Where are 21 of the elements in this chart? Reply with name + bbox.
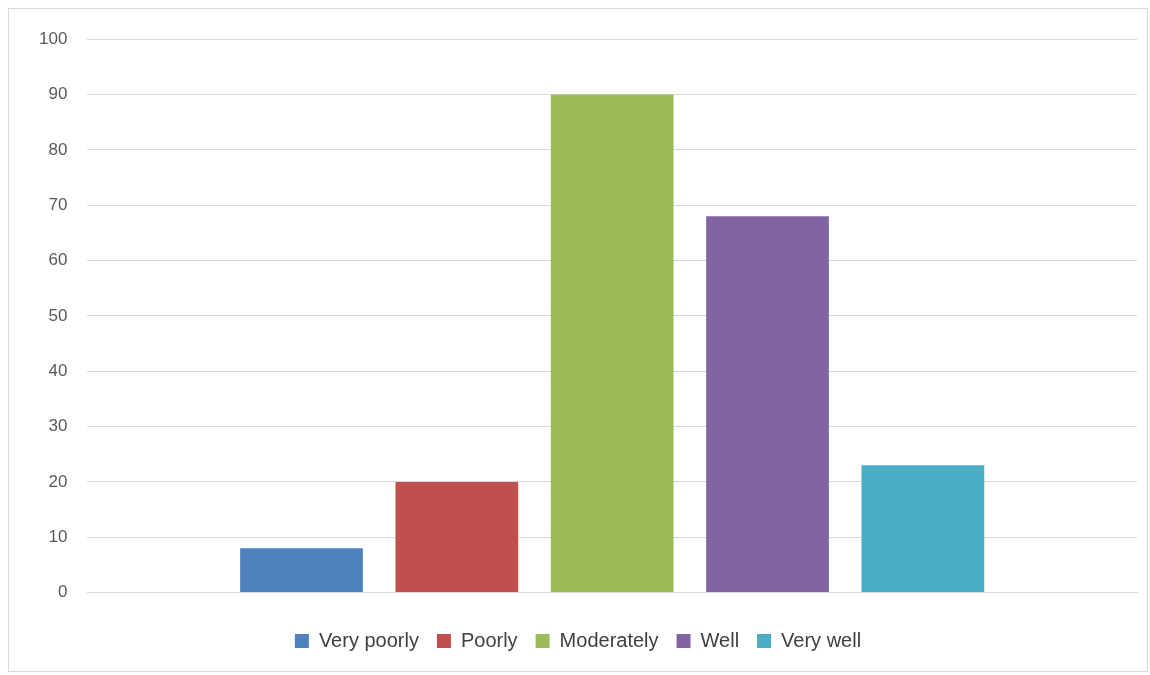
y-tick-label: 60 <box>48 250 68 270</box>
y-tick-label: 70 <box>48 194 68 214</box>
bar <box>706 216 829 593</box>
legend-label: Very poorly <box>318 628 419 651</box>
legend-label: Moderately <box>559 628 659 651</box>
y-tick-label: 100 <box>38 28 68 48</box>
bar <box>240 548 363 593</box>
y-tick-label: 40 <box>48 360 68 380</box>
legend-label: Poorly <box>460 628 518 651</box>
bar <box>550 94 674 593</box>
y-tick-label: 10 <box>48 526 68 546</box>
y-tick-label: 50 <box>48 305 68 325</box>
y-tick-label: 90 <box>48 84 68 104</box>
y-tick-label: 20 <box>48 471 68 491</box>
bar <box>861 465 985 593</box>
bar <box>395 481 519 593</box>
y-tick-label: 30 <box>48 416 68 436</box>
legend-label: Very well <box>781 628 862 651</box>
legend-label: Well <box>700 628 740 651</box>
y-tick-label: 80 <box>48 139 68 159</box>
y-tick-label: 0 <box>57 582 68 602</box>
